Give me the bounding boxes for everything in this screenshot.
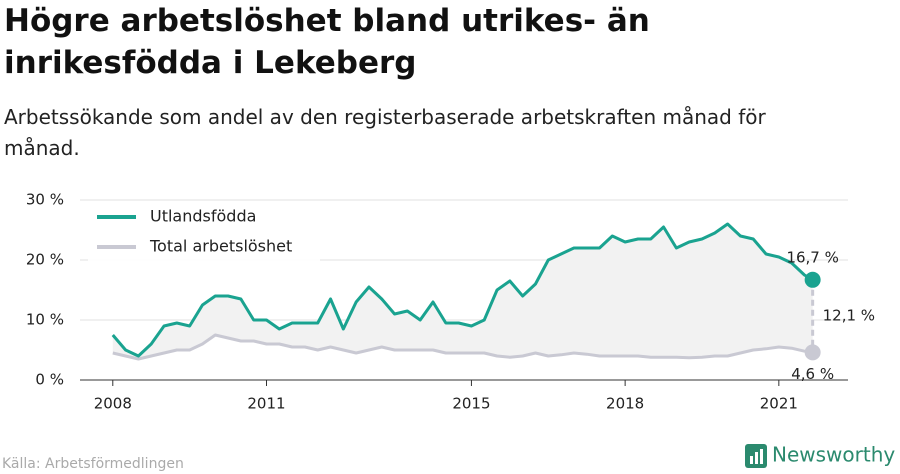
x-tick-label: 2015 [452,395,490,413]
end-point [804,344,821,361]
y-tick-label: 20 % [26,251,64,269]
x-tick-label: 2011 [247,395,285,413]
source: Källa: Arbetsförmedlingen [2,456,184,472]
line [111,222,814,358]
end-label: 16,7 % [786,248,838,266]
y-tick-label: 30 % [26,191,64,209]
end-label: 4,6 % [791,365,834,383]
chart-title: Högre arbetslöshet bland utrikes- än inr… [4,3,650,81]
line [112,333,813,361]
legend-label: Utlandsfödda [150,207,256,226]
brand: Newsworthy [772,443,895,467]
y-tick-label: 10 % [26,311,64,329]
x-tick-label: 2018 [606,395,644,413]
legend-label: Total arbetslöshet [149,237,292,256]
difference-label: 12,1 % [823,307,875,325]
end-point [804,271,821,288]
x-tick-label: 2021 [760,395,798,413]
x-tick-label: 2008 [94,395,132,413]
logo-icon [745,444,767,468]
legend-bg [88,202,320,264]
y-tick-label: 0 % [35,371,64,389]
chart-subtitle: Arbetssökande som andel av den registerb… [4,105,766,160]
